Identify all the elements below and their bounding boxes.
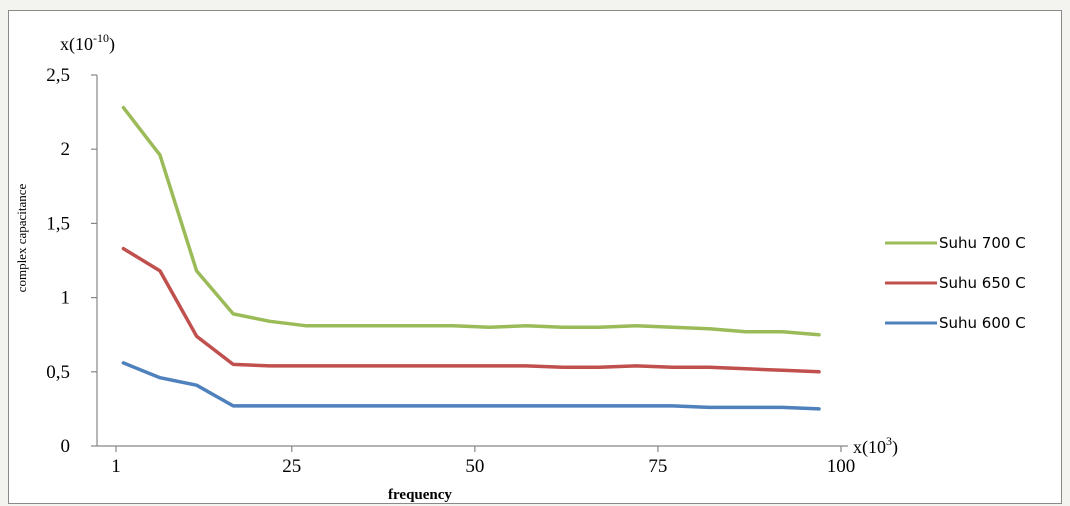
x-tick-label: 50 — [465, 456, 484, 477]
x-multiplier: x(103) — [853, 434, 898, 458]
legend-item: Suhu 600 C — [885, 314, 1026, 332]
series-line-2 — [121, 246, 821, 374]
y-tick-label: 1,5 — [46, 213, 70, 234]
legend-item: Suhu 650 C — [885, 274, 1026, 292]
x-axis-title: frequency — [388, 487, 452, 503]
series-lines — [121, 105, 821, 411]
axes: 0 0,5 1 1,5 2 2,5 1 25 50 75 100 — [46, 65, 855, 477]
x-ticks: 1 25 50 75 100 — [111, 446, 855, 477]
x-tick-label: 100 — [827, 456, 856, 477]
x-tick-label: 25 — [282, 456, 301, 477]
y-tick-label: 0,5 — [46, 362, 70, 383]
y-tick-label: 2 — [61, 139, 71, 160]
legend-item: Suhu 700 C — [885, 234, 1026, 252]
legend-label: Suhu 700 C — [939, 234, 1026, 252]
series-line-1 — [121, 105, 821, 337]
x-tick-label: 1 — [111, 456, 121, 477]
series-line-3 — [121, 361, 821, 411]
y-ticks: 0 0,5 1 1,5 2 2,5 — [46, 65, 97, 457]
legend: Suhu 700 C Suhu 650 C Suhu 600 C — [885, 234, 1026, 332]
y-tick-label: 1 — [61, 288, 71, 309]
x-tick-label: 75 — [648, 456, 667, 477]
y-multiplier: x(10-10) — [60, 31, 115, 55]
y-tick-label: 0 — [61, 436, 71, 457]
y-axis-title: complex capacitance — [14, 183, 29, 292]
chart-frame — [8, 10, 1062, 504]
y-tick-label: 2,5 — [46, 65, 70, 86]
legend-label: Suhu 650 C — [939, 274, 1026, 292]
legend-label: Suhu 600 C — [939, 314, 1026, 332]
